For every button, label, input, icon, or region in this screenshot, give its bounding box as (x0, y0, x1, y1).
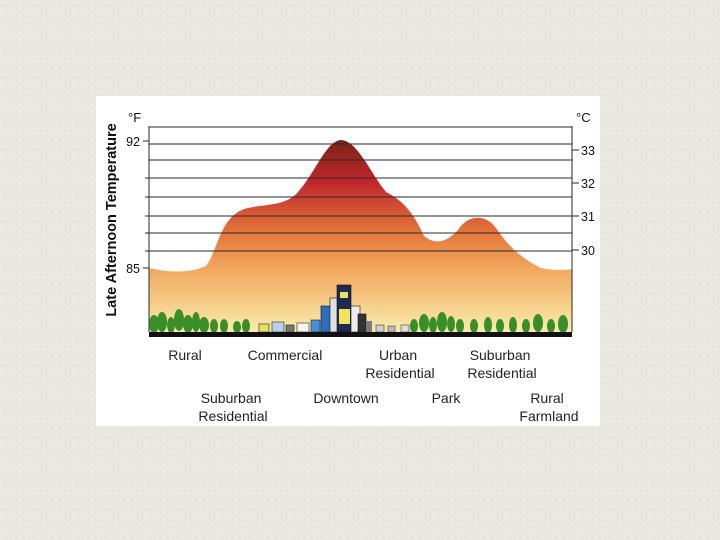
tree (456, 319, 464, 333)
tree (157, 312, 167, 332)
tree (484, 317, 492, 333)
slide-panel: Late Afternoon Temperature °F °C (96, 96, 600, 426)
tree (183, 315, 193, 333)
building (375, 324, 385, 333)
zone-label-line: Suburban (201, 390, 262, 406)
tree (509, 317, 517, 333)
tree (233, 321, 241, 333)
tree (199, 317, 209, 333)
zone-label-line: Farmland (519, 408, 578, 424)
city-skyline-illustration (149, 284, 572, 337)
zone-label-park: Park (432, 390, 462, 406)
celsius-unit-label: °C (576, 110, 591, 125)
tree (220, 319, 228, 333)
building (339, 309, 350, 324)
zone-label-line: Park (432, 390, 462, 406)
building (271, 321, 285, 333)
zone-label-line: Urban (379, 347, 417, 363)
celsius-ticks (572, 149, 579, 251)
ground-line (149, 332, 572, 337)
y-axis-title: Late Afternoon Temperature (104, 123, 120, 316)
tree (149, 315, 159, 333)
building (340, 292, 348, 298)
trees-left (149, 309, 250, 333)
tree (174, 309, 184, 331)
celsius-tick-label-31: 31 (581, 210, 595, 224)
zone-label-line: Residential (365, 365, 434, 381)
building (258, 323, 270, 333)
building (320, 305, 332, 333)
tree (447, 316, 455, 332)
building (387, 325, 396, 333)
zone-label-urban-residential: Urban Residential (365, 347, 434, 381)
celsius-tick-label-30: 30 (581, 244, 595, 258)
fahrenheit-tick-label-92: 92 (126, 135, 140, 149)
zone-label-line: Downtown (313, 390, 378, 406)
celsius-tick-label-33: 33 (581, 144, 595, 158)
tree (419, 314, 429, 332)
tree (429, 317, 437, 333)
gridlines (149, 126, 572, 252)
zone-label-line: Rural (530, 390, 563, 406)
building (357, 313, 367, 333)
tree (470, 319, 478, 333)
zone-label-line: Residential (198, 408, 267, 424)
zone-label-commercial: Commercial (248, 347, 323, 363)
tree (210, 319, 218, 333)
tree (547, 319, 555, 333)
zone-label-line: Suburban (470, 347, 531, 363)
zone-label-downtown: Downtown (313, 390, 378, 406)
zone-label-suburban-residential-left: Suburban Residential (198, 390, 267, 424)
tree (533, 314, 543, 332)
building (310, 319, 321, 333)
building (285, 324, 295, 333)
tree (167, 317, 175, 333)
zone-label-rural: Rural (168, 347, 201, 363)
building (400, 324, 410, 333)
tree (437, 312, 447, 332)
urban-heat-island-diagram: Late Afternoon Temperature °F °C (104, 110, 595, 424)
tree (410, 319, 418, 333)
fahrenheit-ticks (143, 140, 149, 269)
zone-label-line: Rural (168, 347, 201, 363)
fahrenheit-unit-label: °F (128, 110, 141, 125)
tree (558, 315, 568, 333)
zone-label-rural-farmland: Rural Farmland (519, 390, 578, 424)
zone-label-line: Commercial (248, 347, 323, 363)
trees-right (410, 312, 568, 333)
zone-label-line: Residential (467, 365, 536, 381)
tree (242, 319, 250, 333)
tree (522, 319, 530, 333)
tree (496, 319, 504, 333)
tree (192, 312, 200, 332)
building (366, 321, 372, 332)
temperature-profile-area (149, 140, 572, 332)
building (296, 322, 310, 333)
fahrenheit-tick-label-85: 85 (126, 262, 140, 276)
celsius-tick-label-32: 32 (581, 177, 595, 191)
zone-label-suburban-residential-right: Suburban Residential (467, 347, 536, 381)
